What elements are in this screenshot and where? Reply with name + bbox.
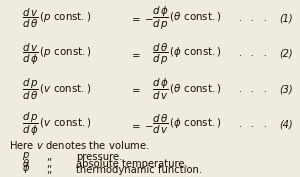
Text: (3): (3) bbox=[280, 84, 293, 94]
Text: $\theta$: $\theta$ bbox=[22, 156, 30, 169]
Text: ,,: ,, bbox=[46, 159, 53, 169]
Text: (2): (2) bbox=[280, 49, 293, 59]
Text: $\dfrac{d\,\theta}{d\,p}\,(\phi\ \mathrm{const.})$: $\dfrac{d\,\theta}{d\,p}\,(\phi\ \mathrm… bbox=[152, 41, 221, 67]
Text: ,,: ,, bbox=[46, 152, 53, 162]
Text: $\phi$: $\phi$ bbox=[22, 161, 31, 175]
Text: ,,: ,, bbox=[46, 165, 53, 175]
Text: $\dfrac{d\,p}{d\,\phi}\,(v\ \mathrm{const.})$: $\dfrac{d\,p}{d\,\phi}\,(v\ \mathrm{cons… bbox=[22, 111, 92, 138]
Text: Here $v$ denotes the volume.: Here $v$ denotes the volume. bbox=[9, 139, 149, 151]
Text: $\dfrac{d\,\theta}{d\,v}\,(\phi\ \mathrm{const.})$: $\dfrac{d\,\theta}{d\,v}\,(\phi\ \mathrm… bbox=[152, 113, 221, 136]
Text: $\dfrac{d\,v}{d\,\theta}\,(p\ \mathrm{const.})$: $\dfrac{d\,v}{d\,\theta}\,(p\ \mathrm{co… bbox=[22, 7, 92, 30]
Text: $\cdot\quad\cdot\quad\cdot$: $\cdot\quad\cdot\quad\cdot$ bbox=[238, 50, 268, 58]
Text: $\dfrac{d\,\phi}{d\,v}\,(\theta\ \mathrm{const.})$: $\dfrac{d\,\phi}{d\,v}\,(\theta\ \mathrm… bbox=[152, 77, 221, 102]
Text: $\cdot\quad\cdot\quad\cdot$: $\cdot\quad\cdot\quad\cdot$ bbox=[238, 14, 268, 23]
Text: (4): (4) bbox=[280, 120, 293, 130]
Text: $= -$: $= -$ bbox=[130, 14, 154, 24]
Text: $\dfrac{d\,v}{d\,\phi}\,(p\ \mathrm{const.})$: $\dfrac{d\,v}{d\,\phi}\,(p\ \mathrm{cons… bbox=[22, 41, 92, 67]
Text: $\cdot\quad\cdot\quad\cdot$: $\cdot\quad\cdot\quad\cdot$ bbox=[238, 85, 268, 94]
Text: $=$: $=$ bbox=[130, 49, 142, 59]
Text: $\dfrac{d\,p}{d\,\theta}\,(v\ \mathrm{const.})$: $\dfrac{d\,p}{d\,\theta}\,(v\ \mathrm{co… bbox=[22, 77, 92, 102]
Text: $\cdot\quad\cdot\quad\cdot$: $\cdot\quad\cdot\quad\cdot$ bbox=[238, 120, 268, 129]
Text: $\dfrac{d\,\phi}{d\,p}\,(\theta\ \mathrm{const.})$: $\dfrac{d\,\phi}{d\,p}\,(\theta\ \mathrm… bbox=[152, 5, 221, 32]
Text: thermodynamic function.: thermodynamic function. bbox=[76, 165, 202, 175]
Text: absolute temperature.: absolute temperature. bbox=[76, 159, 188, 169]
Text: pressure.: pressure. bbox=[76, 152, 123, 162]
Text: $=$: $=$ bbox=[130, 84, 142, 94]
Text: $p$: $p$ bbox=[22, 150, 30, 162]
Text: (1): (1) bbox=[280, 14, 293, 24]
Text: $= -$: $= -$ bbox=[130, 120, 154, 130]
